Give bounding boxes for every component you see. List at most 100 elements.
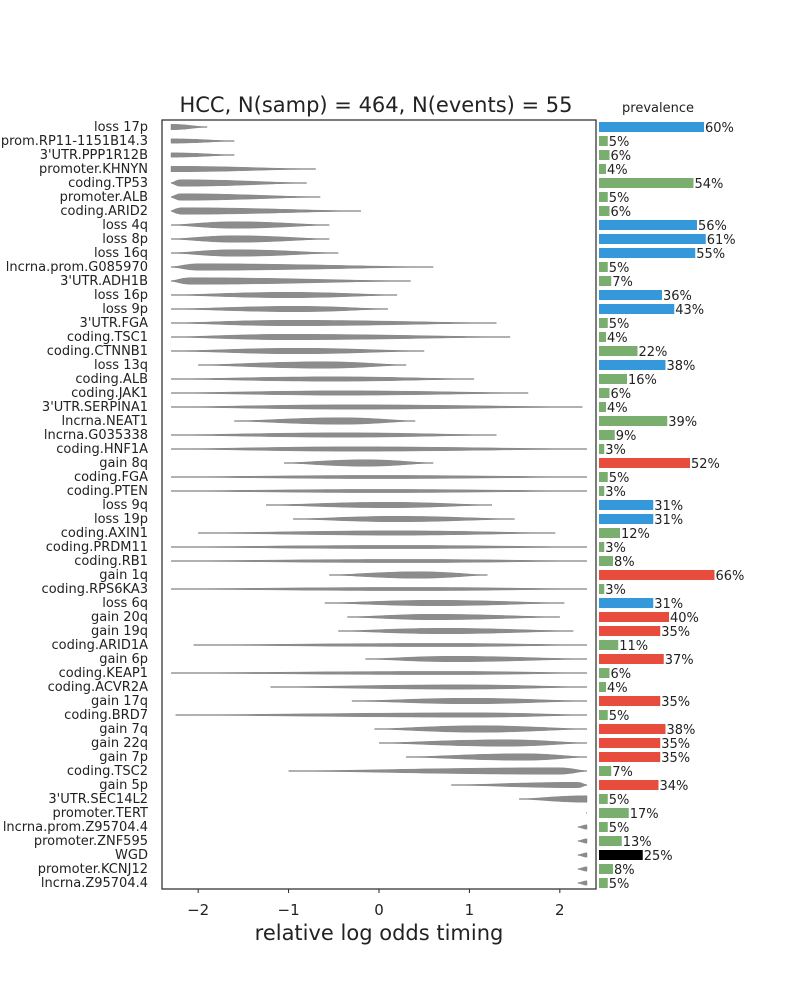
prevalence-bar: [599, 836, 622, 846]
event-label: 3'UTR.SEC14L2: [48, 792, 148, 807]
event-label: gain 1q: [99, 568, 148, 583]
event-label: coding.AXIN1: [61, 526, 148, 541]
prevalence-label: 34%: [660, 779, 689, 794]
prevalence-label: 52%: [691, 457, 720, 472]
violin-body: [288, 767, 588, 775]
event-label: coding.TP53: [68, 176, 148, 191]
event-label: lncrna.NEAT1: [62, 414, 149, 429]
prevalence-label: 5%: [609, 709, 630, 724]
prevalence-bar: [599, 290, 662, 300]
violin-body: [171, 489, 587, 493]
event-label: lncrna.Z95704.4: [41, 876, 148, 891]
prevalence-label: 6%: [611, 149, 632, 164]
event-label: loss 17p: [94, 120, 148, 135]
prevalence-bar: [599, 304, 675, 314]
violin-body: [170, 320, 497, 326]
prevalence-label: 54%: [695, 177, 724, 192]
prevalence-bar: [599, 668, 610, 678]
prevalence-label: 5%: [609, 317, 630, 332]
violin-body: [171, 671, 588, 675]
prevalence-bar: [599, 612, 669, 622]
event-label: WGD: [115, 848, 148, 863]
prevalence-label: 13%: [623, 835, 652, 850]
violin-body: [577, 852, 588, 858]
event-label: coding.ACVR2A: [48, 680, 149, 695]
x-axis-label: relative log odds timing: [255, 921, 504, 945]
prevalence-bar: [599, 192, 608, 202]
violin-layer: [170, 124, 588, 886]
prevalence-label: 3%: [605, 541, 626, 556]
event-label: lncrna.prom.G085970: [6, 260, 148, 275]
event-label: gain 20q: [91, 610, 148, 625]
event-label: 3'UTR.ADH1B: [60, 274, 148, 289]
prevalence-label: 61%: [707, 233, 736, 248]
prevalence-bar: [599, 822, 608, 832]
prevalence-bar: [599, 794, 608, 804]
event-label: gain 17q: [91, 694, 148, 709]
chart-title: HCC, N(samp) = 464, N(events) = 55: [179, 93, 572, 117]
prevalence-bar: [599, 374, 627, 384]
event-label: coding.RB1: [74, 554, 148, 569]
event-label: coding.ALB: [75, 372, 148, 387]
event-label: coding.JAK1: [71, 386, 148, 401]
prevalence-label: 5%: [609, 471, 630, 486]
prevalence-bar: [599, 724, 666, 734]
violin-body: [265, 502, 493, 508]
violin-body: [170, 263, 434, 271]
event-label: coding.BRD7: [64, 708, 148, 723]
x-tick-label: 2: [555, 901, 565, 919]
prevalence-label: 5%: [609, 877, 630, 892]
event-label: loss 13q: [94, 358, 148, 373]
prevalence-label: 35%: [661, 737, 690, 752]
violin-body: [171, 545, 587, 549]
prevalence-bar: [599, 262, 608, 272]
event-label: gain 7q: [99, 722, 148, 737]
prevalence-bar: [599, 738, 661, 748]
prevalence-bar: [599, 318, 608, 328]
prevalence-bar: [599, 486, 605, 496]
violin-body: [577, 866, 588, 872]
prevalence-label: 3%: [605, 443, 626, 458]
event-label: gain 22q: [91, 736, 148, 751]
event-label: coding.ARID2: [60, 204, 148, 219]
event-label: loss 16q: [94, 246, 148, 261]
event-label: promoter.ZNF595: [34, 834, 148, 849]
prevalence-label: 6%: [611, 205, 632, 220]
prevalence-title: prevalence: [622, 101, 694, 116]
event-label: coding.KEAP1: [59, 666, 148, 681]
violin-body: [170, 179, 307, 187]
event-label: coding.HNF1A: [56, 442, 148, 457]
event-label: lncrna.prom.Z95704.4: [3, 820, 148, 835]
event-labels: loss 17pprom.RP11-1151B14.33'UTR.PPP1R12…: [1, 120, 148, 891]
violin-body: [170, 207, 361, 215]
x-tick-label: −1: [278, 901, 300, 919]
violin-body: [171, 559, 587, 563]
event-label: gain 7p: [99, 750, 148, 765]
prevalence-label: 16%: [628, 373, 657, 388]
violin-body: [351, 698, 588, 705]
event-label: coding.RPS6KA3: [42, 582, 148, 597]
violin-body: [170, 235, 330, 243]
event-label: loss 6q: [102, 596, 148, 611]
violin-body: [519, 795, 588, 803]
prevalence-bar: [599, 472, 608, 482]
violin-body: [170, 334, 511, 340]
prevalence-label: 25%: [644, 849, 673, 864]
violin-body: [170, 166, 316, 173]
violin-body: [577, 824, 588, 830]
violin-body: [170, 221, 330, 229]
violin-body: [293, 516, 515, 522]
event-label: 3'UTR.SERPINA1: [42, 400, 148, 415]
prevalence-bar: [599, 178, 694, 188]
event-label: loss 8p: [102, 232, 148, 247]
event-label: coding.ARID1A: [51, 638, 148, 653]
prevalence-label: 31%: [654, 513, 683, 528]
x-tick-label: −2: [187, 901, 209, 919]
violin-body: [338, 628, 574, 634]
event-label: loss 9q: [102, 498, 148, 513]
prevalence-label: 8%: [614, 555, 635, 570]
prevalence-label: 6%: [611, 667, 632, 682]
prevalence-label: 56%: [698, 219, 727, 234]
event-label: gain 19q: [91, 624, 148, 639]
